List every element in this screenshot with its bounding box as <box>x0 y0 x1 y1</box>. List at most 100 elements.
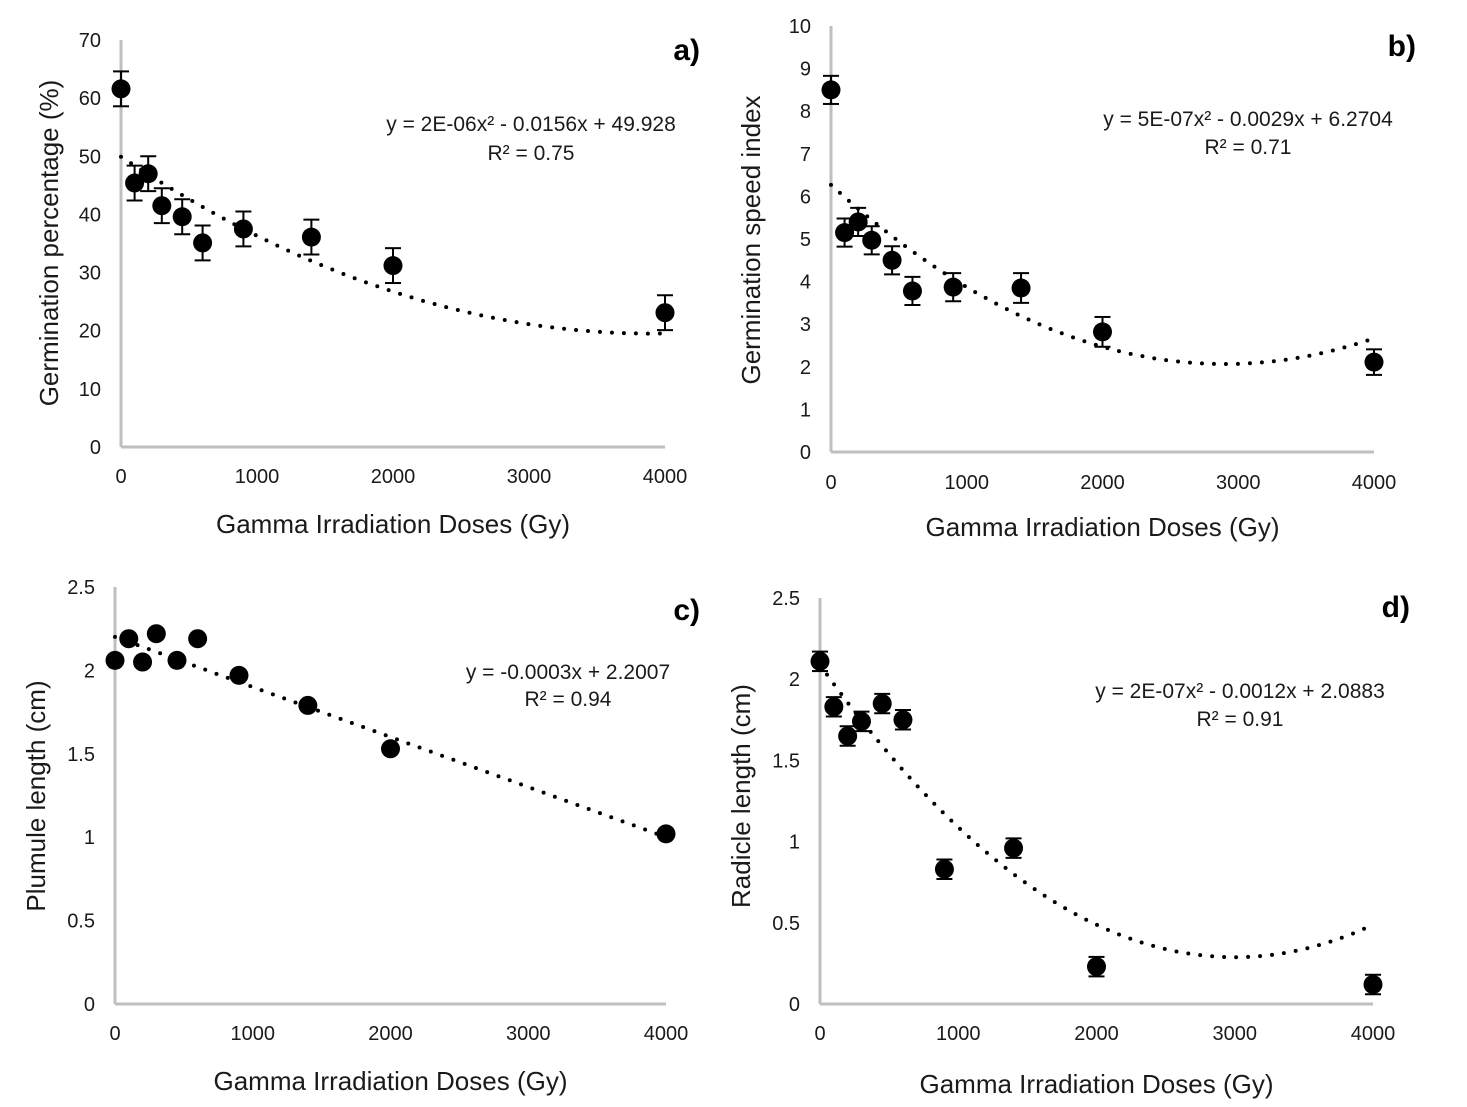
data-point-group <box>934 858 954 880</box>
x-tick-label: 1000 <box>945 472 990 494</box>
y-tick-label: 4 <box>800 272 811 294</box>
x-tick-label: 3000 <box>506 1023 551 1045</box>
panel-label: a) <box>673 34 700 67</box>
data-point-group <box>167 650 187 670</box>
trendline-equation: y = 2E-07x² - 0.0012x + 2.0883 <box>1095 680 1385 703</box>
data-point-group <box>1087 955 1106 978</box>
y-tick-label: 70 <box>79 30 101 52</box>
y-tick-label: 2.5 <box>772 588 800 610</box>
trendline <box>119 154 667 336</box>
y-tick-label: 5 <box>800 229 811 251</box>
y-axis-title: Germination percentage (%) <box>34 80 64 407</box>
y-axis-title: Germination speed index <box>736 95 766 384</box>
data-point-group <box>152 187 172 225</box>
x-tick-label: 2000 <box>1080 472 1125 494</box>
y-tick-label: 40 <box>79 204 101 226</box>
panel-c: 0 0.5 1 1.5 2 2.5 0 1000 2000 3000 4000 Gamma Irrad… <box>21 577 700 1096</box>
y-tick-label: 6 <box>800 186 811 208</box>
data-point <box>301 227 321 247</box>
y-tick-label: 0.5 <box>772 913 800 935</box>
data-point <box>893 710 913 730</box>
y-tick-label: 60 <box>79 88 101 110</box>
x-tick-label: 0 <box>825 472 836 494</box>
data-point <box>882 250 902 270</box>
x-tick-label: 0 <box>115 466 126 488</box>
data-point-group <box>655 294 675 332</box>
trendline <box>113 634 668 840</box>
data-point <box>193 233 213 253</box>
data-point <box>824 697 844 717</box>
panel-label: b) <box>1388 30 1416 63</box>
data-point-group <box>821 74 841 105</box>
data-point-group <box>882 245 902 276</box>
data-point-group <box>851 710 871 733</box>
y-tick-label: 2 <box>84 660 95 682</box>
y-tick-label: 7 <box>800 144 811 166</box>
r-squared-label: R² = 0.75 <box>488 142 575 165</box>
data-point-group <box>298 695 318 715</box>
data-point <box>1087 957 1106 977</box>
data-point-group <box>848 206 868 238</box>
y-tick-label: 10 <box>79 379 101 401</box>
data-point <box>810 651 830 671</box>
data-point-group <box>1363 973 1383 996</box>
r-squared-label: R² = 0.91 <box>1197 708 1284 731</box>
y-tick-label: 0.5 <box>67 911 95 933</box>
x-tick-label: 4000 <box>643 466 688 488</box>
data-point <box>383 256 403 276</box>
data-point-group <box>111 70 131 108</box>
data-point-group <box>301 218 321 256</box>
y-tick-label: 2 <box>800 357 811 379</box>
x-axis-title: Gamma Irradiation Doses (Gy) <box>216 509 570 539</box>
y-tick-label: 8 <box>800 101 811 123</box>
data-point <box>1004 838 1024 858</box>
data-point-group <box>119 629 139 649</box>
data-point-group <box>1004 837 1024 859</box>
x-tick-label: 3000 <box>1213 1023 1258 1045</box>
data-point-group <box>133 652 153 672</box>
y-tick-label: 9 <box>800 59 811 81</box>
x-axis-title: Gamma Irradiation Doses (Gy) <box>926 512 1280 542</box>
x-tick-label: 2000 <box>371 466 416 488</box>
data-point-group <box>872 692 892 715</box>
data-point-group <box>943 272 963 303</box>
x-tick-label: 4000 <box>1351 1023 1396 1045</box>
x-tick-label: 4000 <box>644 1023 689 1045</box>
data-point <box>1364 352 1384 372</box>
x-tick-label: 2000 <box>1074 1023 1119 1045</box>
y-tick-label: 2 <box>789 669 800 691</box>
data-point <box>656 824 676 844</box>
data-point <box>105 650 125 670</box>
data-point <box>902 281 922 301</box>
data-point <box>821 80 841 100</box>
y-tick-label: 1.5 <box>772 750 800 772</box>
trendline-equation: y = 2E-06x² - 0.0156x + 49.928 <box>386 113 676 136</box>
data-point-group <box>172 198 192 236</box>
data-point <box>934 859 954 879</box>
x-tick-label: 1000 <box>235 466 280 488</box>
data-point <box>111 79 131 99</box>
y-axis-title: Plumule length (cm) <box>21 680 51 911</box>
data-point <box>838 726 858 746</box>
y-tick-label: 0 <box>789 994 800 1016</box>
data-point <box>188 629 208 649</box>
x-tick-label: 1000 <box>936 1023 981 1045</box>
y-tick-label: 1 <box>789 832 800 854</box>
data-point-group <box>1011 272 1031 304</box>
data-point-group <box>193 224 213 262</box>
y-tick-label: 0 <box>84 994 95 1016</box>
data-point-group <box>1093 315 1112 348</box>
x-tick-label: 3000 <box>1216 472 1261 494</box>
data-point <box>872 694 892 714</box>
data-point <box>1363 975 1383 995</box>
data-point-group <box>233 210 253 248</box>
y-tick-label: 10 <box>789 16 811 38</box>
trendline <box>818 662 1375 960</box>
y-tick-label: 1 <box>84 827 95 849</box>
y-tick-label: 1.5 <box>67 744 95 766</box>
r-squared-label: R² = 0.71 <box>1205 136 1292 159</box>
x-tick-label: 1000 <box>231 1023 276 1045</box>
trendline-equation: y = 5E-07x² - 0.0029x + 6.2704 <box>1103 108 1393 131</box>
data-point-group <box>893 709 913 731</box>
